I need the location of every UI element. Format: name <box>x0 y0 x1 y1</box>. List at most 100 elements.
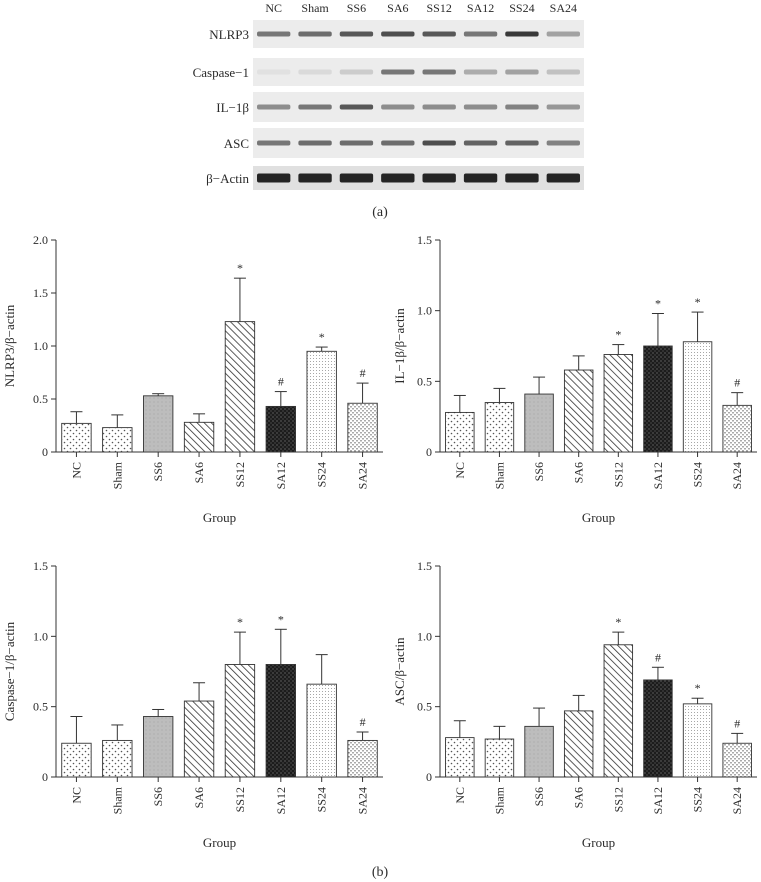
bar <box>722 742 752 778</box>
bar <box>682 341 713 453</box>
lane-label: SS6 <box>347 1 366 15</box>
blot-band <box>546 31 580 37</box>
blot-band <box>339 173 374 183</box>
x-tick-label: SS12 <box>611 787 625 812</box>
blot-band <box>298 140 332 146</box>
bar <box>224 664 256 778</box>
blot-row-label: β−Actin <box>206 171 249 186</box>
blot-row-label: NLRP3 <box>209 27 249 42</box>
bar <box>484 738 515 778</box>
blot-band <box>298 104 332 110</box>
x-tick-label: Sham <box>110 461 124 489</box>
significance-mark: # <box>360 366 366 380</box>
lane-label: Sham <box>301 1 329 15</box>
bar <box>347 402 378 453</box>
y-tick-label: 0 <box>42 770 48 784</box>
x-tick-label: SA6 <box>572 462 586 483</box>
x-tick-label: NC <box>453 462 467 479</box>
significance-mark: # <box>360 715 366 729</box>
bar <box>306 683 337 778</box>
bar-chart: 0 0.5 1.0 1.5 2.0 NLRP3/β−actin NC Sham SS6 SA6 * S… <box>2 233 383 525</box>
significance-mark: # <box>655 650 661 664</box>
y-axis-label: IL−1β/β−actin <box>392 308 407 384</box>
blot-band <box>298 69 332 75</box>
y-tick-label: 0 <box>42 445 48 459</box>
significance-mark: * <box>695 681 701 695</box>
x-tick-label: SA6 <box>192 787 206 808</box>
blot-band <box>463 140 498 146</box>
x-tick-label: SS12 <box>233 787 247 812</box>
significance-mark: * <box>615 615 621 629</box>
western-blot-panel: NC Sham SS6 SA6 SS12 SA12 SS24 SA24 NLRP3 Caspase… <box>193 1 584 190</box>
bar <box>183 700 215 778</box>
y-tick-label: 0 <box>426 445 432 459</box>
x-tick-label: SS6 <box>532 787 546 806</box>
blot-band <box>257 104 291 110</box>
bar <box>61 742 92 778</box>
bar <box>445 737 475 778</box>
blot-band <box>546 69 580 75</box>
x-tick-label: SS24 <box>315 787 329 812</box>
significance-mark: * <box>615 328 621 342</box>
blot-band <box>257 140 291 146</box>
x-tick-label: Sham <box>110 786 124 814</box>
x-tick-label: SS24 <box>315 462 329 487</box>
x-tick-label: SS12 <box>233 462 247 487</box>
x-axis-label: Group <box>582 510 615 525</box>
bar <box>143 395 174 453</box>
lane-label: SS24 <box>509 1 534 15</box>
panel-b-label: (b) <box>372 865 389 880</box>
x-tick-label: SA24 <box>730 462 744 489</box>
bar-charts-panel: 0 0.5 1.0 1.5 2.0 NLRP3/β−actin NC Sham SS6 SA6 * S… <box>2 233 757 850</box>
x-tick-label: SA12 <box>651 462 665 489</box>
blot-row-label: IL−1β <box>216 100 249 115</box>
significance-mark: # <box>278 375 284 389</box>
x-axis-label: Group <box>582 835 615 850</box>
x-tick-label: SS12 <box>611 462 625 487</box>
y-axis-label: Caspase−1/β−actin <box>2 621 17 721</box>
bar <box>603 354 634 453</box>
x-axis-label: Group <box>203 835 236 850</box>
significance-mark: # <box>734 376 740 390</box>
bar <box>643 345 673 453</box>
blot-band <box>505 31 539 37</box>
blot-band <box>339 104 374 110</box>
significance-mark: * <box>695 295 701 309</box>
blot-band <box>381 69 415 75</box>
blot-band <box>381 173 415 183</box>
significance-mark: * <box>237 615 243 629</box>
blot-band <box>257 69 291 75</box>
x-tick-label: NC <box>69 787 83 804</box>
lane-label: NC <box>265 1 282 15</box>
blot-band <box>381 140 415 146</box>
panel-a-label: (a) <box>372 205 388 220</box>
bar <box>102 739 133 778</box>
lane-label: SA6 <box>387 1 408 15</box>
x-tick-label: SS6 <box>151 787 165 806</box>
bar <box>61 422 92 453</box>
blot-band <box>422 140 456 146</box>
bar <box>347 739 378 778</box>
blot-band <box>257 173 291 183</box>
bar <box>224 321 256 453</box>
bar <box>143 716 174 778</box>
blot-band <box>339 140 374 146</box>
blot-band <box>546 173 580 183</box>
x-axis-label: Group <box>203 510 236 525</box>
x-tick-label: NC <box>69 462 83 479</box>
x-tick-label: SA24 <box>356 787 370 814</box>
bar <box>722 404 752 453</box>
y-axis-label: NLRP3/β−actin <box>2 304 17 387</box>
blot-band <box>422 31 456 37</box>
bar <box>603 644 634 778</box>
x-tick-label: SA6 <box>572 787 586 808</box>
significance-mark: * <box>655 296 661 310</box>
x-tick-label: SA24 <box>730 787 744 814</box>
bar <box>643 679 673 778</box>
bar-chart: 0 0.5 1.0 1.5 ASC/β−actin NC Sham SS6 SA6 * SS12 # S… <box>392 559 757 850</box>
blot-row-label: Caspase−1 <box>193 65 249 80</box>
bar-chart: 0 0.5 1.0 1.5 Caspase−1/β−actin NC Sham SS6 SA6 *… <box>2 559 383 850</box>
blot-band <box>381 31 415 37</box>
lane-label: SS12 <box>427 1 452 15</box>
